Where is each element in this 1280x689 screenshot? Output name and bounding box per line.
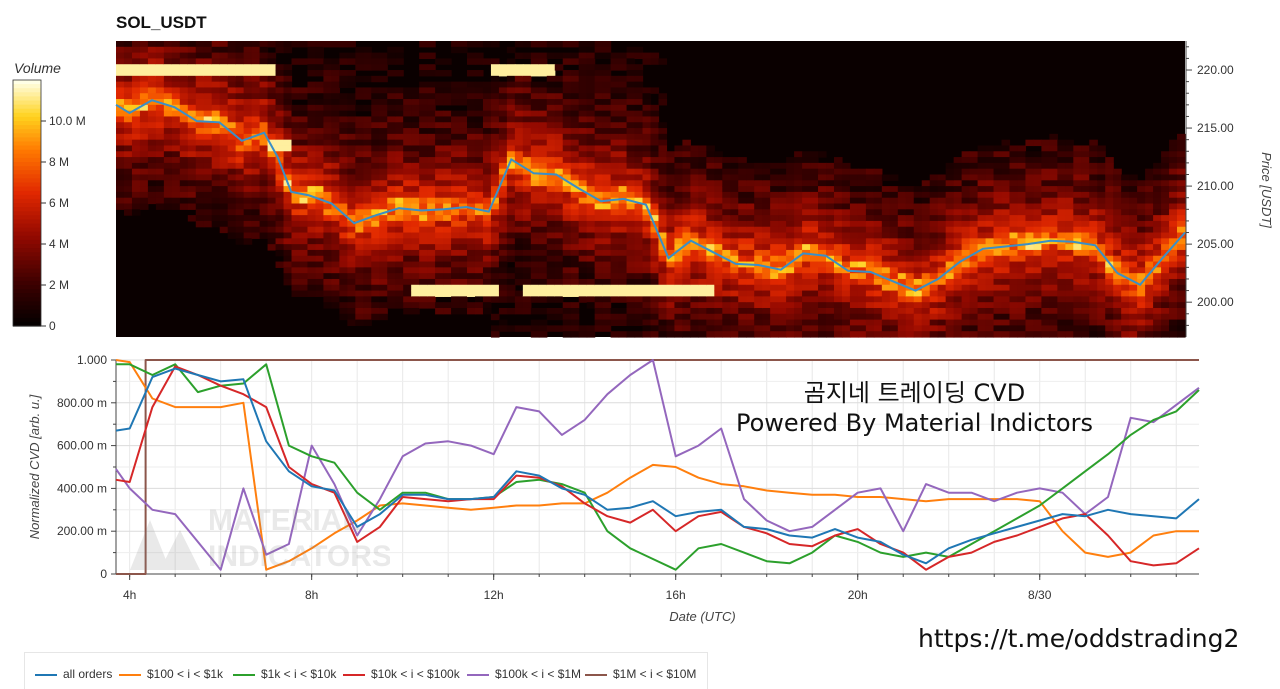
- cvd-overlay-caption: 곰지네 트레이딩 CVD Powered By Material Indicto…: [736, 378, 1093, 438]
- cvd-x-tick-label: 20h: [848, 588, 868, 602]
- legend-item[interactable]: $1k < i < $10k: [233, 667, 336, 681]
- legend-swatch: [343, 673, 365, 676]
- heatmap-cells: [116, 41, 1186, 338]
- colorbar-tick-label: 8 M: [49, 155, 69, 169]
- colorbar-title: Volume: [14, 60, 61, 76]
- heatmap-chart: 200.00 205.00 210.00 215.00 220.00 Price [USD…: [12, 41, 1274, 338]
- legend-label: $1M < i < $10M: [613, 667, 697, 681]
- material-indicators-watermark: MATERIAL INDICATORS: [120, 500, 392, 585]
- legend-item[interactable]: all orders: [35, 667, 112, 681]
- colorbar-tick-label: 2 M: [49, 278, 69, 292]
- legend-label: $100k < i < $1M: [495, 667, 582, 681]
- colorbar-tick-label: 0: [49, 319, 56, 333]
- watermark-line2: INDICATORS: [208, 540, 390, 573]
- colorbar-tick-label: 6 M: [49, 196, 69, 210]
- price-tick-label: 215.00: [1197, 121, 1234, 135]
- cvd-y-tick-label: 1.000: [77, 353, 107, 367]
- cvd-x-axis-label: Date (UTC): [669, 609, 735, 624]
- legend-label: $10k < i < $100k: [371, 667, 460, 681]
- legend-swatch: [233, 673, 255, 676]
- cvd-y-tick-label: 0: [100, 567, 107, 581]
- colorbar-tick-label: 4 M: [49, 237, 69, 251]
- cvd-y-axis-label: Normalized CVD [arb. u.]: [27, 394, 42, 539]
- cvd-y-tick-label: 400.00 m: [57, 481, 107, 495]
- price-line: [115, 99, 1186, 292]
- legend-label: $100 < i < $1k: [147, 667, 224, 681]
- cvd-x-tick-label: 4h: [123, 588, 136, 602]
- legend-swatch: [585, 673, 607, 676]
- cvd-x-tick-label: 8/30: [1028, 588, 1052, 602]
- legend-label: $1k < i < $10k: [261, 667, 337, 681]
- price-tick-label: 205.00: [1197, 237, 1234, 251]
- price-tick-label: 200.00: [1197, 295, 1234, 309]
- chart-title: SOL_USDT: [116, 13, 207, 32]
- cvd-y-tick-label: 600.00 m: [57, 439, 107, 453]
- legend-swatch: [119, 673, 141, 676]
- cvd-x-tick-label: 8h: [305, 588, 318, 602]
- price-tick-label: 220.00: [1197, 63, 1234, 77]
- legend-swatch: [467, 673, 489, 676]
- cvd-x-tick-label: 12h: [484, 588, 504, 602]
- legend-item[interactable]: $10k < i < $100k: [343, 667, 460, 681]
- telegram-url[interactable]: https://t.me/oddstrading2: [918, 624, 1240, 653]
- watermark-line1: MATERIAL: [208, 504, 361, 537]
- price-axis-label: Price [USDT]: [1259, 152, 1274, 228]
- colorbar: 0 2 M 4 M 6 M 8 M 10.0 M: [12, 79, 86, 333]
- colorbar-tick-label: 10.0 M: [49, 114, 86, 128]
- legend-swatch: [35, 673, 57, 676]
- price-tick-label: 210.00: [1197, 179, 1234, 193]
- cvd-x-tick-label: 16h: [666, 588, 686, 602]
- legend-item[interactable]: $100 < i < $1k: [119, 667, 223, 681]
- legend-item[interactable]: $100k < i < $1M: [467, 667, 581, 681]
- overlay-line-1: 곰지네 트레이딩 CVD: [803, 379, 1026, 407]
- overlay-line-2: Powered By Material Indictors: [736, 409, 1093, 437]
- cvd-y-tick-label: 800.00 m: [57, 396, 107, 410]
- legend-item[interactable]: $1M < i < $10M: [585, 667, 696, 681]
- chart-legend: all orders $100 < i < $1k $1k < i < $10k $1…: [24, 652, 708, 689]
- cvd-y-tick-label: 200.00 m: [57, 524, 107, 538]
- legend-label: all orders: [63, 667, 113, 681]
